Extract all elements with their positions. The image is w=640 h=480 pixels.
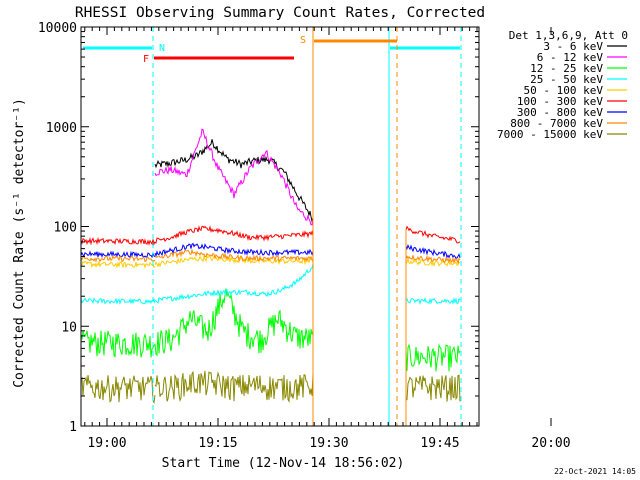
legend-label-12-25-kev: 12 - 25 keV — [530, 62, 603, 75]
x-axis-label: Start Time (12-Nov-14 18:56:02) — [162, 456, 405, 471]
series-line-25-50-kev — [80, 263, 461, 306]
legend-label-25-50-kev: 25 - 50 keV — [530, 73, 603, 86]
legend-label-100-300-kev: 100 - 300 keV — [517, 95, 603, 108]
x-tick-label: 19:30 — [309, 436, 348, 451]
series-line-7000-15000-kev — [80, 370, 461, 405]
x-tick-label: 19:45 — [420, 436, 459, 451]
chart-title: RHESSI Observing Summary Count Rates, Co… — [75, 5, 485, 21]
plot-area: NF S 1 10 100 1000 10000 19:00 19:15 19:30 19:45 2… — [38, 21, 571, 451]
legend-label-800-7000-kev: 800 - 7000 keV — [510, 117, 603, 130]
y-tick-label: 1 — [69, 420, 77, 435]
footer-date: 22-Oct-2021 14:05 — [554, 467, 636, 476]
x-tick-label: 19:15 — [198, 436, 237, 451]
series-line-12-25-kev — [80, 288, 461, 372]
y-tick-label: 100 — [54, 221, 77, 236]
y-tick-label: 1000 — [46, 121, 77, 136]
series-line-3-6-kev — [154, 139, 314, 224]
series-line-100-300-kev — [80, 225, 461, 246]
x-tick-label: 20:00 — [531, 436, 570, 451]
x-tick-label: 19:00 — [87, 436, 126, 451]
series-layer — [80, 128, 461, 405]
night-marker-label: N — [159, 43, 165, 54]
flare-marker-label: F — [143, 54, 149, 65]
legend-label-7000-15000-kev: 7000 - 15000 keV — [497, 128, 603, 141]
y-tick-label: 10 — [61, 320, 77, 335]
y-tick-label: 10000 — [38, 21, 77, 36]
saa-marker-label: S — [300, 35, 306, 46]
series-line-6-12-kev — [154, 128, 314, 226]
series-line-800-7000-kev — [80, 248, 461, 264]
legend-label-50-100-kev: 50 - 100 keV — [524, 84, 604, 97]
y-axis-label: Corrected Count Rate (s⁻¹ detector⁻¹) — [12, 98, 27, 388]
legend-label-300-800-kev: 300 - 800 keV — [517, 106, 603, 119]
axis-layer: 1 10 100 1000 10000 19:00 19:15 19:30 19:45 20:00… — [38, 21, 571, 451]
legend-label-3-6-kev: 3 - 6 keV — [543, 40, 603, 53]
legend-label-6-12-kev: 6 - 12 keV — [537, 51, 604, 64]
legend-header: Det 1,3,6,9, Att 0 — [509, 29, 628, 42]
series-line-300-800-kev — [80, 242, 461, 259]
